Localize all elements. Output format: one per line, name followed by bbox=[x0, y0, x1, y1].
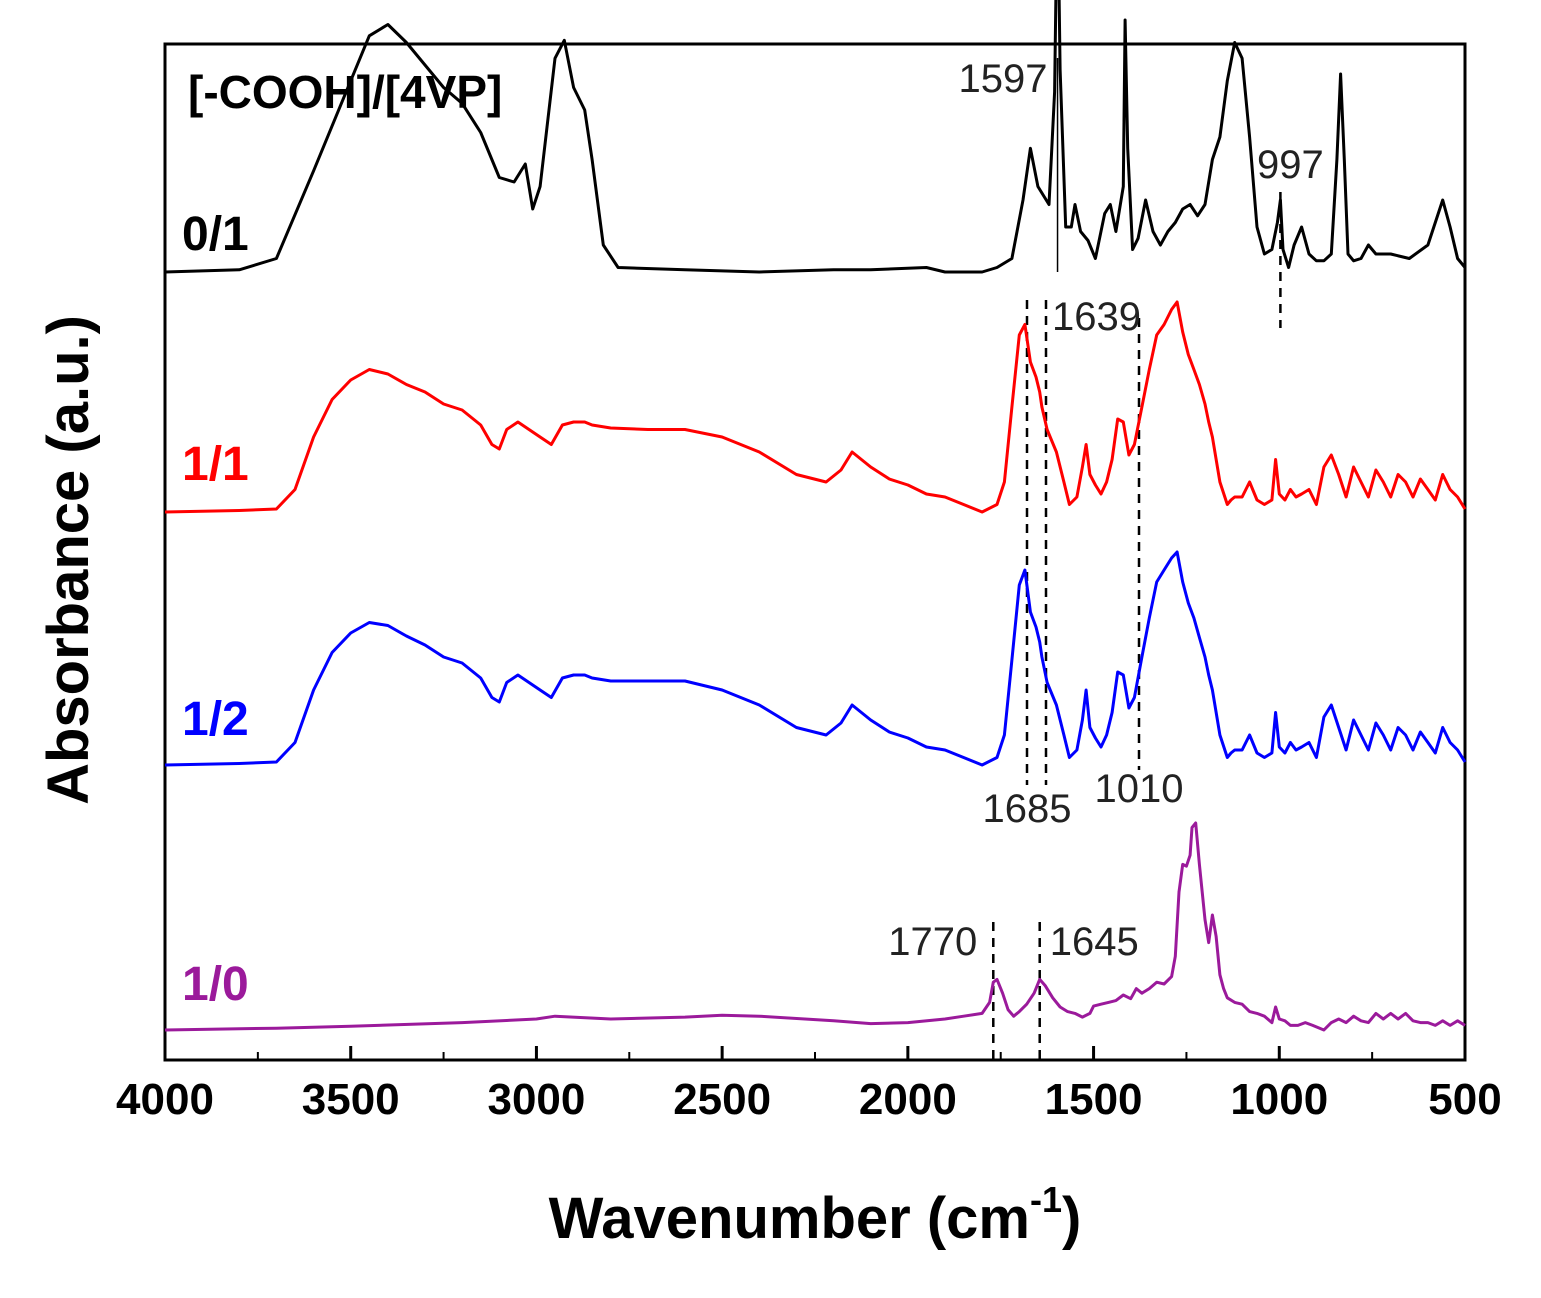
x-axis-title-main: Wavenumber (cm bbox=[549, 1186, 1030, 1251]
y-axis-title: Absorbance (a.u.) bbox=[36, 315, 101, 805]
x-tick-label-2000: 2000 bbox=[859, 1075, 957, 1124]
x-tick-label-3500: 3500 bbox=[302, 1075, 400, 1124]
series-line-1-2 bbox=[164, 550, 1467, 767]
dashed-guides bbox=[992, 58, 1282, 1060]
annotation-1010: 1010 bbox=[1095, 767, 1184, 811]
x-axis-title-superscript: -1 bbox=[1030, 1179, 1062, 1220]
annotation-1645: 1645 bbox=[1050, 920, 1139, 964]
x-ticks: 4000 3500 3000 2500 2000 1500 1000 500 bbox=[116, 1046, 1502, 1124]
x-tick-label-500: 500 bbox=[1428, 1075, 1501, 1124]
series-line-1-0 bbox=[164, 821, 1466, 1032]
series-label-1-1: 1/1 bbox=[182, 438, 249, 491]
plot-frame bbox=[163, 42, 1467, 1062]
x-tick-label-3000: 3000 bbox=[487, 1075, 585, 1124]
annotation-1685: 1685 bbox=[983, 787, 1072, 831]
x-axis-title-suffix: ) bbox=[1062, 1186, 1081, 1251]
annotation-1639: 1639 bbox=[1052, 295, 1141, 339]
series-labels: 0/1 1/1 1/2 1/0 bbox=[182, 208, 249, 1011]
series-label-1-2: 1/2 bbox=[182, 693, 249, 746]
x-tick-label-1000: 1000 bbox=[1230, 1075, 1328, 1124]
annotation-997: 997 bbox=[1257, 143, 1324, 187]
annotation-1770: 1770 bbox=[888, 920, 977, 964]
x-axis-title: Wavenumber (cm-1) bbox=[549, 1179, 1082, 1251]
series-label-0-1: 0/1 bbox=[182, 208, 249, 261]
series-line-0-1 bbox=[164, 0, 1467, 274]
x-tick-label-4000: 4000 bbox=[116, 1075, 214, 1124]
legend-title: [-COOH]/[4VP] bbox=[188, 66, 502, 118]
series-label-1-0: 1/0 bbox=[182, 958, 249, 1011]
x-tick-label-1500: 1500 bbox=[1045, 1075, 1143, 1124]
peak-annotations: 1597 997 1639 1685 1010 1770 1645 bbox=[888, 57, 1323, 964]
series-line-1-1 bbox=[164, 300, 1467, 514]
x-tick-label-2500: 2500 bbox=[673, 1075, 771, 1124]
spectra-curves bbox=[164, 0, 1467, 1032]
annotation-1597: 1597 bbox=[959, 57, 1048, 101]
